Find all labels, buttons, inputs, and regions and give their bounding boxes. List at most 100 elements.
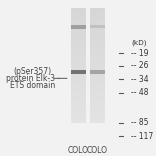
Bar (90, 95, 105, 96)
Bar (90, 100, 105, 101)
Bar (71, 86, 86, 88)
Bar (71, 18, 86, 19)
Bar (71, 61, 86, 62)
Bar (90, 20, 105, 21)
Bar (71, 103, 86, 104)
Bar (71, 19, 86, 20)
Bar (90, 86, 105, 88)
Bar (90, 32, 105, 33)
Bar (71, 104, 86, 105)
Bar (90, 7, 105, 124)
Bar (90, 45, 105, 46)
Bar (71, 62, 86, 63)
Bar (71, 73, 86, 74)
Bar (71, 97, 86, 98)
Bar (90, 24, 105, 25)
Bar (71, 74, 86, 75)
Bar (71, 50, 86, 52)
Bar (90, 46, 105, 47)
Bar (90, 115, 105, 117)
Bar (90, 48, 105, 49)
Bar (71, 81, 86, 82)
Bar (71, 26, 86, 27)
Bar (71, 107, 86, 108)
Bar (90, 97, 105, 98)
Bar (90, 117, 105, 118)
Bar (90, 104, 105, 105)
Bar (71, 98, 86, 99)
Bar (71, 52, 86, 53)
Bar (90, 78, 105, 79)
Bar (71, 34, 86, 35)
Bar (90, 28, 105, 30)
Bar (90, 70, 105, 74)
Bar (90, 120, 105, 121)
Bar (71, 57, 86, 58)
Bar (71, 20, 86, 21)
Bar (90, 16, 105, 17)
Bar (71, 32, 86, 33)
Bar (90, 63, 105, 64)
Bar (71, 120, 86, 121)
Bar (71, 108, 86, 110)
Bar (71, 42, 86, 44)
Bar (71, 53, 86, 54)
Bar (71, 48, 86, 49)
Bar (71, 112, 86, 113)
Bar (90, 105, 105, 106)
Bar (71, 7, 86, 9)
Bar (71, 67, 86, 68)
Bar (90, 12, 105, 13)
Bar (71, 91, 86, 92)
Text: -- 85: -- 85 (131, 118, 149, 127)
Bar (71, 119, 86, 120)
Bar (71, 24, 86, 25)
Bar (71, 60, 86, 61)
Bar (71, 54, 86, 55)
Bar (71, 77, 86, 78)
Bar (90, 54, 105, 55)
Bar (71, 41, 86, 42)
Bar (90, 89, 105, 90)
Bar (71, 115, 86, 117)
Bar (90, 85, 105, 86)
Bar (71, 113, 86, 114)
Bar (71, 117, 86, 118)
Bar (71, 47, 86, 48)
Bar (71, 33, 86, 34)
Bar (90, 99, 105, 100)
Bar (90, 42, 105, 44)
Bar (71, 7, 86, 124)
Bar (71, 111, 86, 112)
Bar (71, 89, 86, 90)
Bar (71, 37, 86, 38)
Bar (90, 70, 105, 71)
Bar (90, 108, 105, 110)
Bar (90, 56, 105, 57)
Bar (71, 55, 86, 56)
Bar (71, 38, 86, 39)
Bar (71, 16, 86, 17)
Bar (90, 122, 105, 124)
Bar (90, 39, 105, 40)
Bar (90, 49, 105, 50)
Bar (90, 23, 105, 24)
Bar (71, 75, 86, 76)
Bar (90, 30, 105, 31)
Bar (71, 25, 86, 29)
Bar (90, 37, 105, 38)
Bar (71, 63, 86, 64)
Bar (71, 70, 86, 71)
Bar (90, 98, 105, 99)
Bar (90, 61, 105, 62)
Bar (71, 85, 86, 86)
Bar (90, 26, 105, 27)
Text: -- 34: -- 34 (131, 75, 149, 84)
Bar (71, 30, 86, 31)
Bar (90, 33, 105, 34)
Bar (90, 112, 105, 113)
Bar (90, 121, 105, 122)
Bar (90, 118, 105, 119)
Bar (90, 38, 105, 39)
Bar (90, 75, 105, 76)
